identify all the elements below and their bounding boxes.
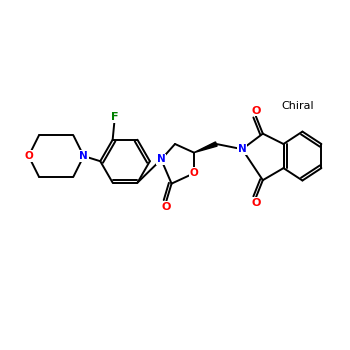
Text: Chiral: Chiral (282, 101, 314, 111)
Polygon shape (194, 142, 217, 153)
Text: O: O (251, 198, 261, 208)
Text: F: F (111, 112, 118, 122)
Text: O: O (251, 106, 261, 116)
Text: O: O (162, 202, 171, 212)
Text: N: N (79, 151, 88, 161)
Text: O: O (24, 151, 33, 161)
Text: O: O (190, 168, 198, 178)
Text: N: N (238, 144, 246, 154)
Text: N: N (157, 154, 166, 164)
